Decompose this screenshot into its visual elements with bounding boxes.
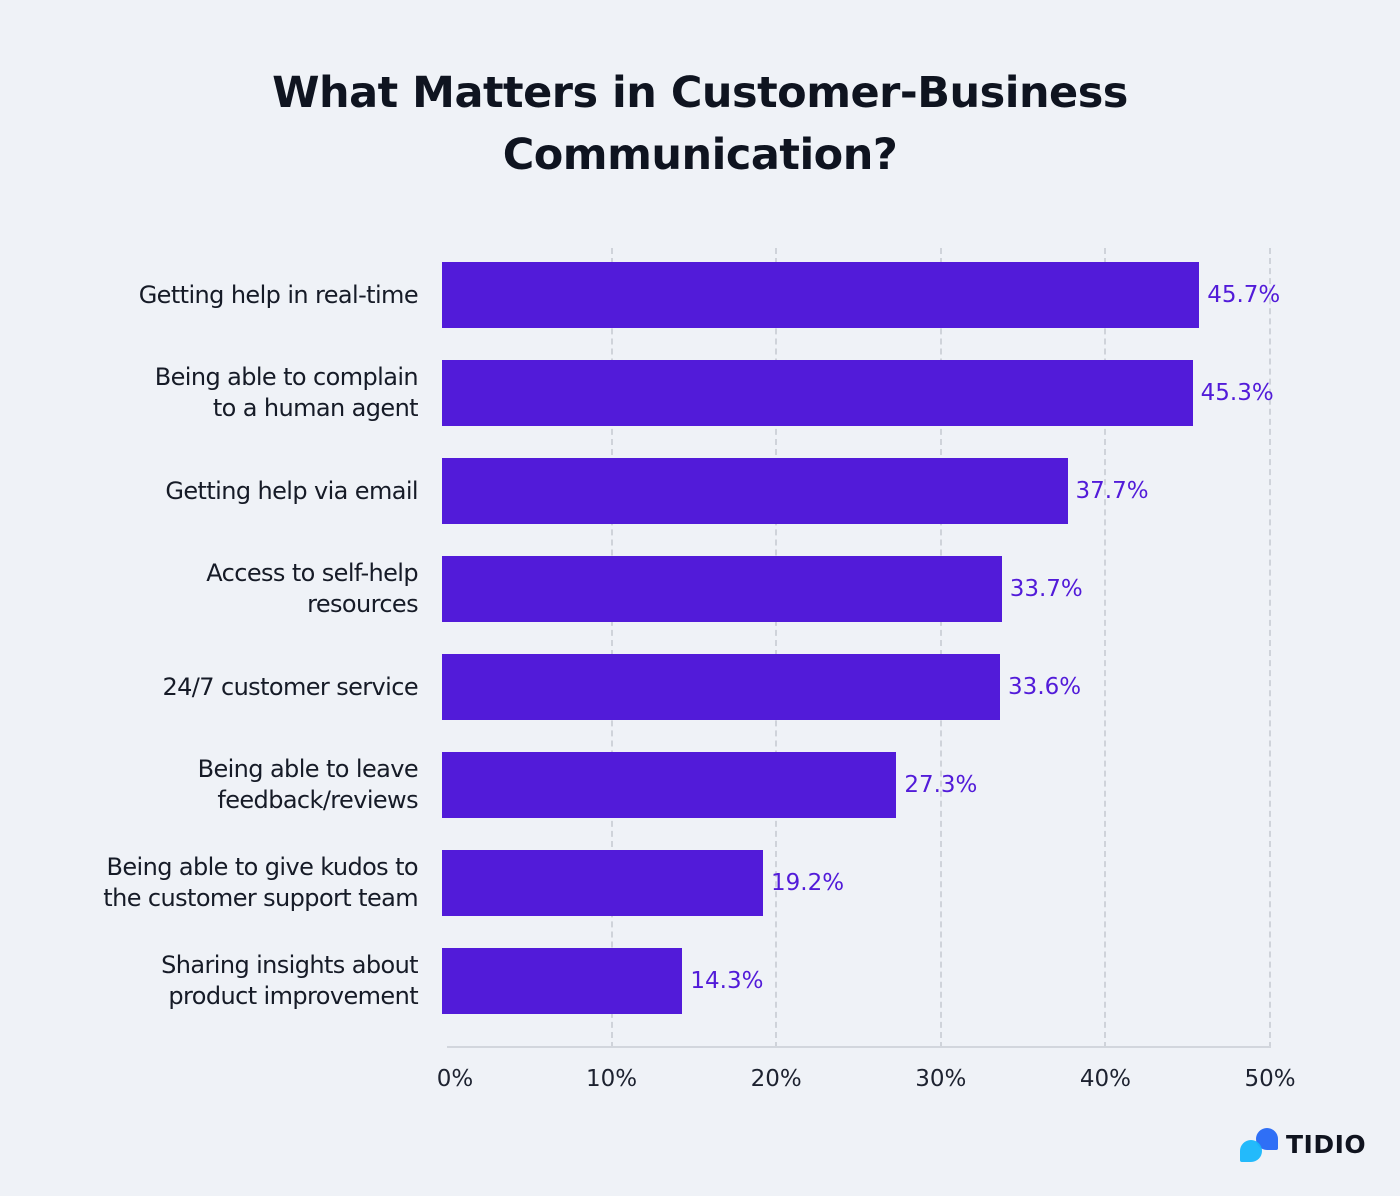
bar-value-label: 33.6% xyxy=(1008,674,1082,700)
category-label-line: to a human agent xyxy=(212,394,419,422)
tidio-logo: TIDIO xyxy=(1238,1124,1366,1166)
bar xyxy=(442,948,683,1014)
category-label: Access to self-help resources xyxy=(78,556,418,622)
gridline xyxy=(1104,248,1107,1048)
category-label: Being able to leave feedback/reviews xyxy=(78,752,419,818)
bar-value-label: 45.7% xyxy=(1207,282,1281,308)
bar-value-label: 37.7% xyxy=(1075,478,1149,504)
bar xyxy=(442,262,1200,328)
category-label-line: feedback/reviews xyxy=(217,786,418,814)
category-label-line: Access to self-help xyxy=(206,559,418,587)
bar-value-label: 27.3% xyxy=(904,772,978,798)
category-label-line: Getting help via email xyxy=(165,476,418,505)
category-label-line: Being able to leave xyxy=(197,755,419,783)
category-label-line: Getting help in real-time xyxy=(138,280,419,309)
bar xyxy=(442,556,1002,622)
bar xyxy=(442,458,1068,524)
bar-value-label: 33.7% xyxy=(1009,576,1083,602)
bar xyxy=(442,752,897,818)
gridline xyxy=(775,248,778,1048)
category-label: Being able to complain to a human agent xyxy=(78,360,419,426)
category-label-line: 24/7 customer service xyxy=(162,672,418,701)
x-axis-tick-label: 20% xyxy=(750,1066,802,1092)
category-label: 24/7 customer service xyxy=(78,654,418,720)
chat-bubble-icon xyxy=(1256,1128,1278,1150)
x-axis-tick-label: 0% xyxy=(436,1066,474,1092)
category-label: Getting help in real-time xyxy=(78,262,419,328)
bar xyxy=(442,360,1193,426)
category-label: Sharing insights about product improvemen… xyxy=(78,948,418,1014)
x-axis-tick-label: 30% xyxy=(915,1066,967,1092)
category-label-line: Being able to complain xyxy=(154,363,419,391)
chart-title: What Matters in Customer-Business Commun… xyxy=(0,62,1400,186)
chat-bubble-icon-secondary xyxy=(1240,1140,1262,1162)
bar xyxy=(442,850,764,916)
x-axis-tick-label: 50% xyxy=(1244,1066,1296,1092)
chart-title-line-2: Communication? xyxy=(502,130,898,180)
x-axis-line xyxy=(447,1046,1271,1048)
category-label-line: the customer support team xyxy=(103,884,418,912)
gridline xyxy=(939,248,942,1048)
gridline xyxy=(1269,248,1271,1048)
category-label-line: Sharing insights about xyxy=(161,951,418,979)
x-axis-tick-label: 40% xyxy=(1079,1066,1131,1092)
bar-value-label: 45.3% xyxy=(1200,380,1274,406)
category-label: Getting help via email xyxy=(78,458,418,524)
chart-title-line-1: What Matters in Customer-Business xyxy=(272,68,1128,118)
bar-value-label: 14.3% xyxy=(690,968,764,994)
bar xyxy=(442,654,1001,720)
brand-name: TIDIO xyxy=(1286,1130,1367,1159)
x-axis-tick-label: 10% xyxy=(586,1066,638,1092)
bar-value-label: 19.2% xyxy=(771,870,845,896)
category-label: Being able to give kudos to the customer … xyxy=(78,850,418,916)
category-label-line: product improvement xyxy=(168,982,418,1010)
category-label-line: Being able to give kudos to xyxy=(106,853,418,881)
category-label-line: resources xyxy=(307,590,419,618)
gridline xyxy=(610,248,613,1048)
